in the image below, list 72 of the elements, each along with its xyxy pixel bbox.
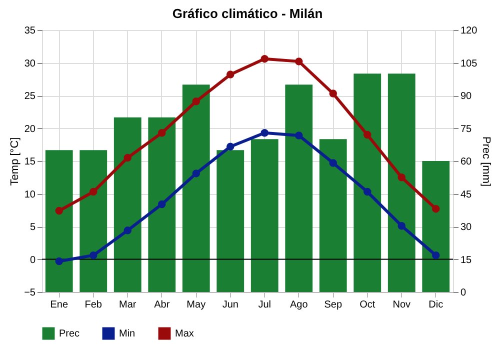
chart-title: Gráfico climático - Milán: [172, 6, 323, 21]
y2-tick-label: 45: [460, 189, 472, 200]
y-tick-label: 25: [24, 91, 36, 102]
point: [398, 222, 406, 230]
x-tick-label: Ene: [50, 300, 68, 310]
point: [260, 128, 268, 137]
x-tick-label: Jun: [222, 300, 238, 310]
y-tick-label: 5: [30, 222, 36, 233]
point: [192, 170, 200, 178]
point: [55, 257, 63, 266]
bar: [45, 150, 73, 292]
point: [432, 204, 440, 213]
y-tick-label: 0: [30, 254, 36, 266]
point: [124, 226, 132, 234]
y2-tick-label: 105: [460, 58, 478, 70]
y-tick-label: 20: [24, 124, 36, 135]
point: [295, 58, 303, 66]
y-tick-label: −5: [24, 288, 36, 298]
bar: [114, 117, 142, 292]
y2-tick-label: 60: [460, 156, 472, 168]
bar: [216, 150, 244, 292]
point: [90, 188, 98, 196]
point: [364, 130, 372, 139]
y-tick-label: 10: [24, 189, 36, 200]
bar: [182, 84, 210, 292]
point: [55, 206, 63, 215]
bar: [422, 161, 450, 292]
point: [124, 154, 132, 162]
point: [192, 98, 200, 106]
y-tick-label: 35: [24, 26, 36, 36]
point: [295, 132, 303, 140]
x-tick-label: May: [186, 300, 206, 310]
bar: [319, 139, 347, 292]
bar: [285, 84, 313, 292]
bar: [250, 139, 278, 292]
x-tick-label: Sep: [324, 300, 342, 310]
point: [260, 54, 268, 63]
legend-label: Max: [175, 328, 194, 340]
y2-axis-title: Prec [mm]: [480, 136, 492, 187]
bar: [354, 74, 382, 292]
x-tick-label: Oct: [360, 300, 376, 310]
y2-tick-label: 75: [460, 124, 472, 135]
point: [226, 70, 234, 78]
point: [398, 174, 406, 182]
point: [158, 200, 166, 208]
x-tick-label: Dic: [428, 300, 444, 310]
bar: [388, 74, 416, 292]
point: [158, 128, 166, 137]
bar: [148, 117, 176, 292]
x-tick-label: Nov: [392, 300, 411, 310]
bar: [80, 150, 108, 292]
x-tick-label: Abr: [154, 300, 170, 310]
y2-tick-label: 120: [460, 26, 478, 36]
y-tick-label: 30: [24, 58, 36, 70]
x-tick-label: Ago: [290, 300, 308, 310]
y-axis-title: Temp [°C]: [9, 137, 22, 186]
point: [226, 142, 234, 150]
x-tick-label: Mar: [119, 300, 137, 310]
x-tick-label: Feb: [84, 300, 102, 310]
y2-tick-label: 15: [460, 254, 472, 266]
x-tick-label: Jul: [258, 300, 272, 310]
point: [432, 251, 440, 260]
legend-label: Prec: [59, 328, 80, 340]
legend-label: Min: [119, 328, 136, 340]
y-tick-label: 15: [24, 156, 36, 168]
point: [329, 90, 337, 98]
y2-tick-label: 30: [460, 222, 472, 233]
y2-tick-label: 90: [460, 91, 472, 102]
y2-tick-label: 0: [460, 288, 466, 298]
point: [329, 159, 337, 167]
point: [364, 188, 372, 196]
point: [90, 251, 98, 260]
